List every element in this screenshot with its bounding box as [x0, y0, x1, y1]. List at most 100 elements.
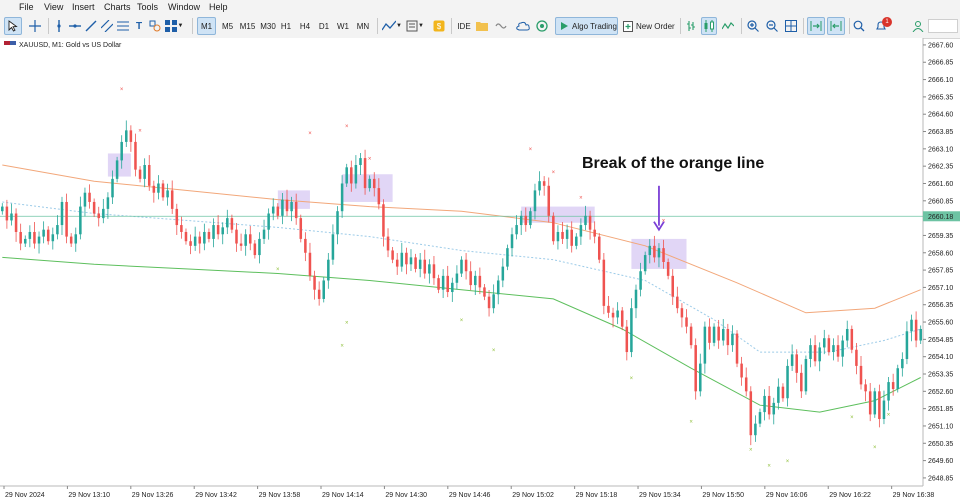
timeframe-m5-button[interactable]: M5: [221, 21, 234, 31]
y-tick-label: 2667.60: [928, 42, 953, 49]
candle-body: [777, 386, 780, 403]
line-chart-icon[interactable]: [720, 17, 736, 35]
fractal-marker: ×: [276, 267, 280, 273]
candle-body: [437, 278, 440, 290]
candle-body: [630, 308, 633, 353]
menu-help[interactable]: Help: [209, 2, 228, 12]
search-icon[interactable]: [852, 17, 866, 35]
horizontal-line-icon[interactable]: [68, 17, 82, 35]
candle-body: [327, 259, 330, 281]
candle-body: [575, 236, 578, 246]
candle-body: [533, 190, 537, 212]
folder-icon[interactable]: [475, 17, 489, 35]
candle-body: [207, 231, 211, 239]
bar-chart-icon[interactable]: [684, 17, 698, 35]
candle-body: [460, 259, 463, 274]
candle-body: [634, 289, 638, 309]
x-tick-label: 29 Nov 13:26: [132, 492, 174, 499]
timeframe-d1-button[interactable]: D1: [318, 21, 330, 31]
one-click-trading-icon[interactable]: [534, 17, 550, 35]
x-tick-label: 29 Nov 16:06: [766, 492, 808, 499]
candle-body: [428, 264, 431, 274]
y-tick-label: 2654.85: [928, 337, 953, 344]
chart-window[interactable]: XAUUSD, M1: Gold vs US Dollar × × × × × × × × × ×…: [0, 38, 960, 502]
candle-body: [565, 229, 569, 239]
zoom-out-icon[interactable]: [764, 17, 780, 35]
candle-body: [336, 211, 339, 235]
menu-tools[interactable]: Tools: [137, 2, 159, 12]
menu-view[interactable]: View: [44, 2, 64, 12]
fractal-marker: ×: [345, 124, 349, 130]
indicators-icon[interactable]: ▼: [381, 17, 403, 35]
candle-body: [368, 178, 371, 189]
autoscroll-icon[interactable]: [807, 17, 825, 35]
algo-trading-button[interactable]: Algo Trading: [555, 17, 618, 35]
candle-body: [579, 225, 583, 237]
cursor-icon[interactable]: [4, 17, 22, 35]
timeframe-m30-button[interactable]: M30: [260, 21, 276, 31]
candle-body: [267, 213, 270, 230]
fractal-marker: ×: [340, 343, 344, 349]
candle-body: [359, 158, 362, 166]
grid-icon[interactable]: [783, 17, 799, 35]
candle-body: [763, 395, 766, 413]
candle-body: [170, 190, 174, 209]
candle-body: [354, 165, 358, 184]
shapes-icon[interactable]: [148, 17, 162, 35]
candle-body: [180, 225, 183, 232]
candle-body: [418, 259, 422, 269]
candle-body: [189, 241, 192, 246]
candle-body: [111, 178, 114, 198]
ide-button[interactable]: IDE: [457, 21, 471, 31]
search-input[interactable]: [928, 19, 958, 33]
profile-icon[interactable]: [911, 17, 925, 35]
candlestick-icon[interactable]: [701, 17, 717, 35]
menu-insert[interactable]: Insert: [72, 2, 95, 12]
candle-body: [203, 231, 206, 244]
candle-body: [483, 287, 486, 297]
menu-charts[interactable]: Charts: [104, 2, 131, 12]
candle-body: [405, 252, 408, 265]
templates-icon[interactable]: ▼: [164, 17, 184, 35]
market-icon[interactable]: $: [431, 17, 447, 35]
new-order-button[interactable]: New Order: [621, 17, 677, 35]
candle-body: [5, 206, 9, 221]
chart-shift-icon[interactable]: [827, 17, 845, 35]
candle-body: [198, 236, 202, 244]
candle-body: [873, 391, 877, 415]
trendline-icon[interactable]: [84, 17, 98, 35]
text-icon[interactable]: T: [135, 20, 143, 32]
zoom-in-icon[interactable]: [745, 17, 761, 35]
vps-icon[interactable]: [514, 17, 532, 35]
menu-file[interactable]: File: [19, 2, 34, 12]
candle-body: [92, 201, 96, 214]
signals-icon[interactable]: [492, 17, 510, 35]
fractal-marker: ×: [630, 376, 634, 382]
candle-body: [308, 252, 312, 276]
candle-body: [584, 215, 587, 226]
timeframe-h4-button[interactable]: H4: [299, 21, 311, 31]
vertical-line-icon[interactable]: [52, 17, 66, 35]
timeframe-m15-button[interactable]: M15: [239, 21, 256, 31]
fractal-marker: ×: [786, 459, 790, 465]
y-tick-label: 2657.85: [928, 268, 953, 275]
timeframe-m1-button[interactable]: M1: [197, 17, 216, 35]
menu-window[interactable]: Window: [168, 2, 201, 12]
timeframe-h1-button[interactable]: H1: [280, 21, 292, 31]
y-tick-label: 2660.85: [928, 198, 953, 205]
candle-body: [391, 250, 394, 260]
timeframe-mn-button[interactable]: MN: [356, 21, 370, 31]
candle-body: [350, 167, 353, 184]
equidistant-channel-icon[interactable]: [100, 17, 114, 35]
objects-icon[interactable]: ▼: [404, 17, 426, 35]
candle-body: [699, 363, 702, 392]
notifications-icon[interactable]: 1: [869, 17, 893, 35]
menu-bar: File View Insert Charts Tools Window Hel…: [0, 0, 960, 14]
fibonacci-icon[interactable]: [116, 17, 130, 35]
timeframe-w1-button[interactable]: W1: [337, 21, 349, 31]
candle-body: [249, 234, 252, 244]
crosshair-icon[interactable]: [26, 17, 44, 35]
candle-body: [33, 231, 36, 244]
candle-body: [790, 354, 794, 366]
candle-body: [230, 218, 234, 230]
